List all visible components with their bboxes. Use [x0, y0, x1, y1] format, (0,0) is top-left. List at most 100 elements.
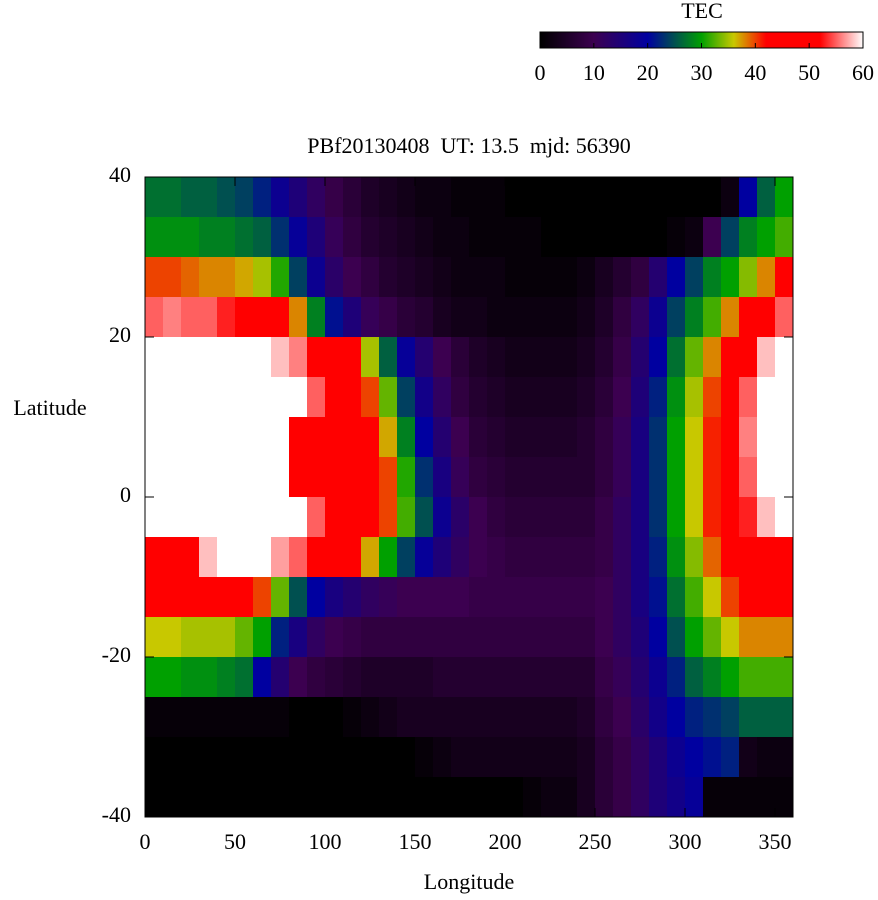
heat-cell — [415, 457, 434, 498]
heat-cell — [145, 737, 164, 778]
heat-cell — [217, 217, 236, 258]
heat-cell — [775, 657, 794, 698]
heat-cell — [217, 497, 236, 538]
heat-cell — [199, 217, 218, 258]
heat-cell — [685, 377, 704, 418]
heat-cell — [181, 537, 200, 578]
heat-cell — [613, 497, 632, 538]
heat-cell — [775, 457, 794, 498]
heat-cell — [217, 697, 236, 738]
heat-cell — [199, 257, 218, 298]
heat-cell — [775, 417, 794, 458]
heat-cell — [649, 457, 668, 498]
heat-cell — [307, 497, 326, 538]
heat-cell — [613, 337, 632, 378]
colorbar-tick-label: 40 — [744, 60, 766, 85]
heat-cell — [775, 737, 794, 778]
heat-cell — [235, 217, 254, 258]
colorbar-tick-label: 0 — [535, 60, 546, 85]
heat-cell — [253, 377, 272, 418]
heat-cell — [613, 257, 632, 298]
heat-cell — [163, 777, 182, 818]
colorbar-tick-label: 30 — [691, 60, 713, 85]
heat-cell — [775, 257, 794, 298]
heat-cell — [307, 217, 326, 258]
heat-cell — [307, 457, 326, 498]
heat-cell — [163, 297, 182, 338]
heat-cell — [775, 377, 794, 418]
heat-cell — [595, 737, 614, 778]
heat-cell — [217, 457, 236, 498]
heat-cell — [541, 257, 560, 298]
heat-cell — [523, 777, 542, 818]
heat-cell — [379, 497, 398, 538]
heat-cell — [487, 657, 506, 698]
heat-cell — [469, 457, 488, 498]
heat-cell — [307, 417, 326, 458]
heat-cell — [307, 337, 326, 378]
heat-cell — [631, 497, 650, 538]
heat-cell — [433, 577, 452, 618]
heat-cell — [469, 377, 488, 418]
heat-cell — [397, 257, 416, 298]
heat-cell — [379, 417, 398, 458]
heat-cell — [775, 177, 794, 218]
heat-cell — [307, 177, 326, 218]
heat-cell — [289, 577, 308, 618]
heat-cell — [613, 417, 632, 458]
heat-cell — [181, 657, 200, 698]
heat-cell — [757, 417, 776, 458]
heat-cell — [361, 697, 380, 738]
heat-cell — [199, 457, 218, 498]
heat-cell — [361, 457, 380, 498]
heat-cell — [721, 457, 740, 498]
heat-cell — [217, 737, 236, 778]
heat-cell — [721, 497, 740, 538]
heat-cell — [253, 737, 272, 778]
heat-cell — [379, 777, 398, 818]
heat-cell — [523, 577, 542, 618]
heat-cell — [343, 657, 362, 698]
heat-cell — [163, 617, 182, 658]
heat-cell — [469, 697, 488, 738]
heat-cell — [451, 417, 470, 458]
heat-cell — [433, 497, 452, 538]
heat-cell — [721, 657, 740, 698]
heat-cell — [307, 377, 326, 418]
heat-cell — [199, 177, 218, 218]
heat-cell — [721, 737, 740, 778]
heat-cell — [487, 737, 506, 778]
heat-cell — [595, 457, 614, 498]
heat-cell — [217, 577, 236, 618]
heat-cell — [307, 737, 326, 778]
heat-cell — [559, 537, 578, 578]
heat-cell — [253, 617, 272, 658]
x-tick-label: 0 — [140, 829, 151, 854]
heat-cell — [361, 297, 380, 338]
heat-cell — [271, 217, 290, 258]
heat-cell — [703, 377, 722, 418]
heat-cell — [163, 697, 182, 738]
heat-cell — [757, 177, 776, 218]
heat-cell — [433, 177, 452, 218]
heat-cell — [163, 497, 182, 538]
heat-cell — [487, 577, 506, 618]
heat-cell — [307, 257, 326, 298]
heat-cell — [163, 417, 182, 458]
heat-cell — [361, 177, 380, 218]
heat-cell — [703, 177, 722, 218]
x-tick-label: 300 — [669, 829, 702, 854]
heat-cell — [199, 377, 218, 418]
heat-cell — [739, 617, 758, 658]
heat-cell — [361, 617, 380, 658]
heat-cell — [541, 177, 560, 218]
heat-cell — [631, 297, 650, 338]
heat-cell — [757, 497, 776, 538]
heat-cell — [181, 457, 200, 498]
heat-cell — [577, 497, 596, 538]
heat-cell — [703, 217, 722, 258]
heat-cell — [577, 457, 596, 498]
heat-cell — [757, 777, 776, 818]
heat-cell — [523, 497, 542, 538]
heat-cell — [487, 537, 506, 578]
